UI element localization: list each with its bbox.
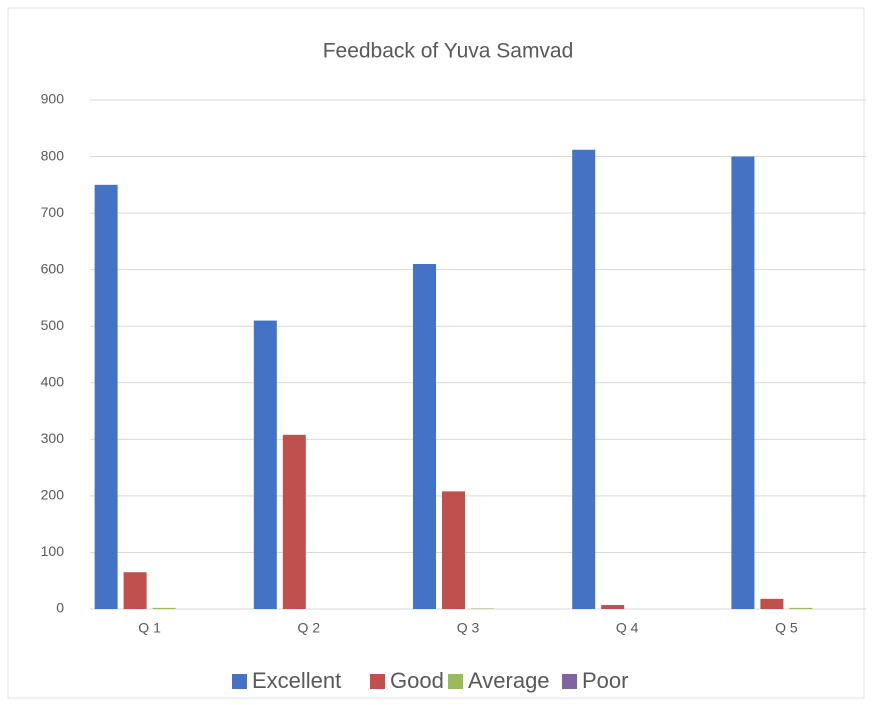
- y-tick-label: 300: [41, 430, 65, 446]
- x-tick-label: Q 3: [457, 620, 480, 636]
- bar: [282, 434, 306, 609]
- x-tick-label: Q 2: [298, 620, 321, 636]
- chart-title: Feedback of Yuva Samvad: [323, 40, 574, 63]
- y-tick-label: 700: [41, 204, 65, 220]
- y-tick-label: 0: [56, 600, 64, 616]
- x-tick-label: Q 1: [138, 620, 161, 636]
- bar: [253, 320, 277, 609]
- legend-swatch: [448, 674, 463, 689]
- bar: [413, 264, 436, 609]
- y-tick-label: 400: [41, 373, 65, 389]
- legend-label: Poor: [582, 668, 628, 693]
- bar: [471, 608, 494, 609]
- y-tick-label: 800: [41, 147, 65, 163]
- bar: [731, 156, 755, 610]
- bar: [601, 605, 625, 609]
- bar: [152, 607, 176, 609]
- x-tick-label: Q 5: [775, 620, 798, 636]
- bar: [572, 149, 596, 609]
- legend-label: Average: [468, 668, 550, 693]
- legend-swatch: [562, 674, 577, 689]
- y-tick-label: 100: [41, 543, 65, 559]
- y-tick-label: 900: [41, 91, 65, 107]
- y-tick-label: 600: [41, 260, 65, 276]
- legend-swatch: [370, 674, 385, 689]
- y-tick-label: 500: [41, 317, 65, 333]
- bar: [94, 184, 118, 610]
- bar: [760, 598, 784, 609]
- y-tick-label: 200: [41, 487, 65, 503]
- legend-label: Good: [390, 668, 444, 693]
- legend-swatch: [232, 674, 247, 689]
- bar: [442, 491, 465, 609]
- legend-label: Excellent: [252, 668, 341, 693]
- bar: [789, 607, 813, 609]
- bar: [123, 572, 147, 609]
- x-tick-label: Q 4: [616, 620, 639, 636]
